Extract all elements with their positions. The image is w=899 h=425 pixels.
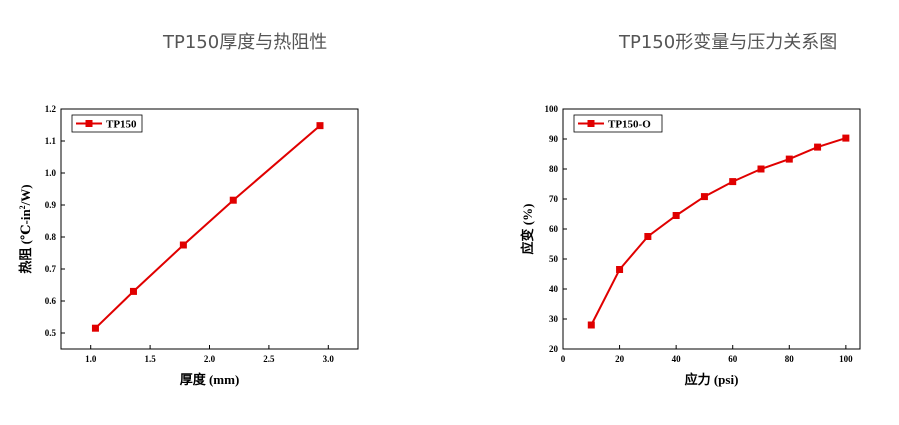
data-point (129, 287, 137, 295)
x-tick-label: 2.0 (204, 354, 216, 364)
data-point (672, 212, 680, 219)
x-axis-title: 厚度 (mm) (180, 372, 240, 387)
x-tick-label: 40 (672, 354, 682, 364)
x-tick-label: 60 (728, 354, 738, 364)
x-tick-label: 100 (839, 354, 853, 364)
y-axis-title: 应变 (%) (520, 204, 535, 255)
y-axis-title-sup: 2 (18, 205, 27, 209)
y-tick-label: 0.7 (45, 264, 57, 274)
y-axis-title-tail: /W) (18, 184, 33, 206)
chart-title-deformation: TP150形变量与压力关系图 (619, 32, 838, 53)
legend-box (71, 114, 143, 133)
y-tick-label: 1.0 (45, 168, 57, 178)
y-tick-label: 40 (549, 284, 559, 294)
x-tick-label: 20 (615, 354, 625, 364)
y-tick-label: 80 (549, 164, 559, 174)
legend-marker (85, 120, 93, 127)
legend-label: TP150-O (608, 119, 651, 131)
x-tick-label: 80 (785, 354, 795, 364)
data-point (587, 321, 595, 329)
x-axis-title: 应力 (psi) (685, 372, 739, 387)
x-tick-label: 3.0 (323, 354, 335, 364)
data-point (229, 196, 237, 204)
chart-0: 1.0 1.5 2.0 2.5 3.0 0.5 0.6 0.7 0.8 0.9 1.0 1.1 1.2 厚… (18, 104, 359, 387)
y-tick-label: 60 (549, 224, 559, 234)
y-tick-label: 1.1 (45, 136, 57, 146)
y-axis-title-main: 应变 (%) (520, 204, 535, 255)
legend-label: TP150 (106, 119, 137, 131)
data-point (757, 165, 765, 173)
legend-marker (587, 120, 595, 127)
series-line (590, 137, 847, 326)
x-tick-label: 1.5 (144, 354, 156, 364)
legend-box (573, 114, 663, 133)
data-point (785, 155, 793, 163)
y-tick-label: 1.2 (45, 104, 57, 114)
data-point (729, 178, 737, 186)
data-point (316, 122, 324, 130)
y-tick-label: 0.9 (45, 200, 57, 210)
y-tick-label: 90 (549, 134, 559, 144)
y-tick-label: 50 (549, 254, 559, 264)
y-axis-title: 热阻 (℃-in2/W) (18, 184, 33, 273)
data-point (644, 233, 652, 240)
y-tick-label: 20 (549, 344, 559, 354)
chart-title-thickness: TP150厚度与热阻性 (163, 32, 328, 53)
y-tick-label: 100 (545, 104, 559, 114)
y-tick-label: 70 (549, 194, 559, 204)
data-point (91, 324, 99, 332)
series-line (94, 124, 321, 329)
y-tick-label: 0.5 (45, 328, 57, 338)
data-point (814, 143, 822, 151)
plot-frame (60, 108, 359, 350)
data-point (842, 134, 850, 142)
y-axis-title-main: 热阻 (℃-in (18, 209, 33, 274)
y-tick-label: 30 (549, 314, 559, 324)
data-point (179, 241, 187, 249)
y-tick-label: 0.6 (45, 296, 57, 306)
x-tick-label: 0 (561, 354, 566, 364)
data-point (616, 266, 624, 273)
data-point (700, 193, 708, 201)
x-tick-label: 1.0 (85, 354, 97, 364)
y-tick-label: 0.8 (45, 232, 57, 242)
x-tick-label: 2.5 (263, 354, 275, 364)
